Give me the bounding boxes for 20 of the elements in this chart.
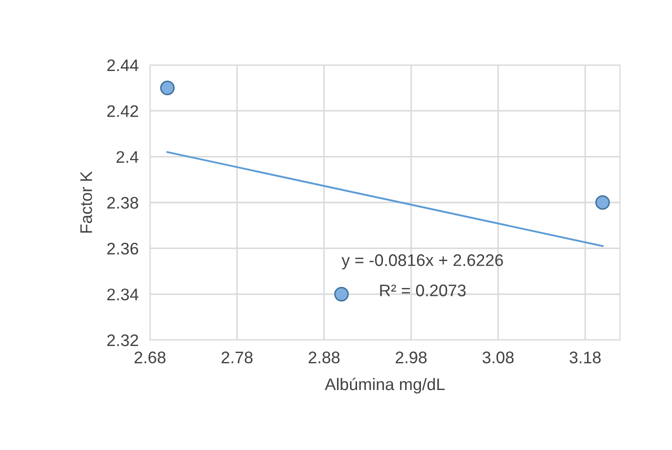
x-tick-label: 2.68	[134, 352, 166, 364]
y-tick-label: 2.36	[107, 242, 138, 255]
point	[595, 195, 610, 210]
y-tick-label: 2.32	[107, 334, 138, 346]
x-tick-label: 3.18	[570, 352, 601, 364]
x-tick-label: 3.08	[482, 352, 514, 364]
y-tick-label: 2.34	[107, 288, 138, 300]
annotation: y = -0.0816x + 2.6226	[342, 254, 503, 270]
x-tick-label: 2.88	[308, 352, 340, 364]
point	[334, 286, 349, 302]
x-tick-label: 2.78	[222, 352, 253, 364]
y-tick-label: 2.42	[107, 105, 138, 117]
y-tick-label: 2.4	[116, 151, 138, 163]
y-tick-label: 2.38	[107, 196, 138, 209]
x-axis-title: Albúmina mg/dL	[324, 378, 445, 394]
y-axis-title: Factor K	[80, 171, 92, 233]
x-tick-label: 2.98	[396, 352, 427, 364]
point	[160, 80, 175, 96]
y-tick-label: 2.44	[107, 59, 138, 72]
annotation: R² = 0.2073	[380, 284, 466, 296]
